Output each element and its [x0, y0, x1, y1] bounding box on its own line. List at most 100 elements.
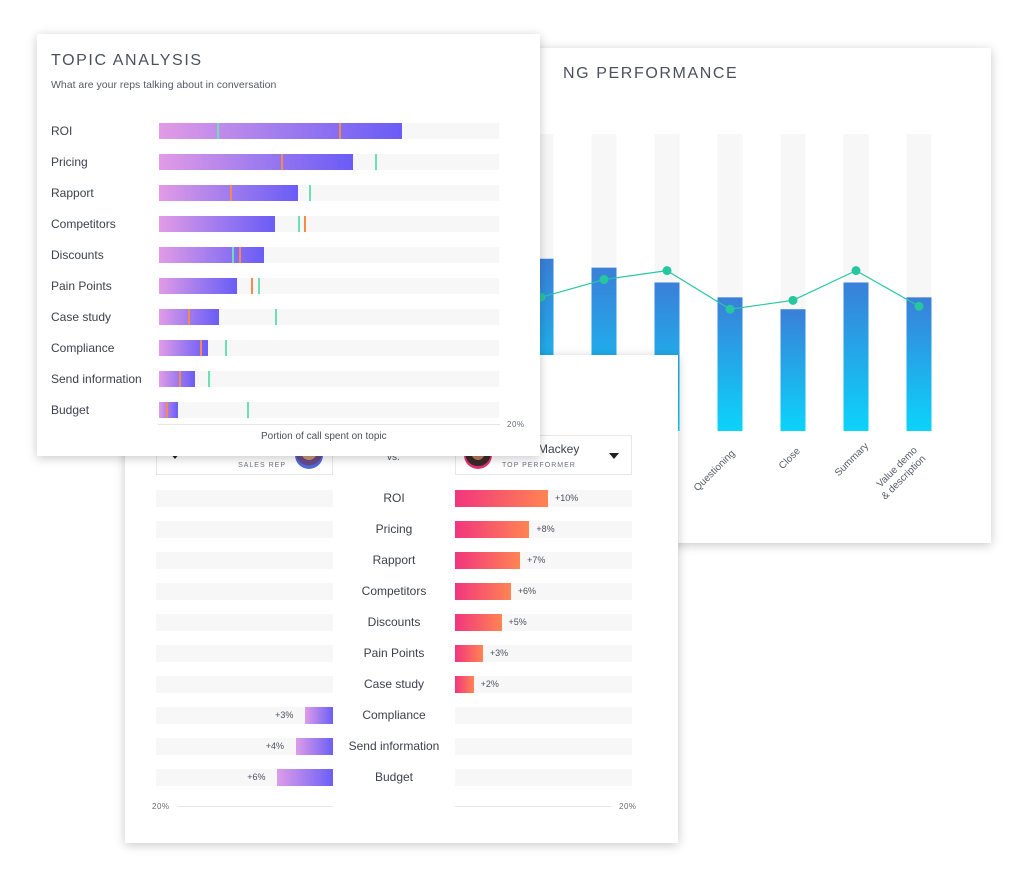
topic-bar[interactable]	[159, 402, 178, 418]
compare-positive-bar[interactable]	[455, 645, 483, 662]
performance-point[interactable]	[788, 295, 798, 305]
compare-left-axis-label: 20%	[152, 802, 170, 811]
topic-x-axis-max: 20%	[507, 420, 525, 429]
topic-green-marker	[247, 402, 250, 418]
performance-bar[interactable]	[717, 297, 743, 431]
compare-value-label: +6%	[517, 586, 537, 596]
compare-left-track	[156, 490, 333, 507]
performance-bar[interactable]	[780, 309, 806, 431]
sales-rep-role: SALES REP	[238, 462, 286, 469]
topic-orange-marker	[250, 278, 253, 294]
topic-orange-marker	[303, 216, 306, 232]
compare-topic-label: ROI	[383, 491, 405, 505]
compare-topic-label: Competitors	[361, 584, 427, 598]
topic-bar[interactable]	[159, 216, 275, 232]
topic-bar[interactable]	[159, 247, 265, 263]
topic-green-marker	[225, 340, 228, 356]
performance-point[interactable]	[662, 266, 672, 276]
performance-point[interactable]	[725, 304, 735, 314]
compare-value-label: +7%	[527, 555, 546, 565]
compare-left-track	[156, 707, 333, 724]
topic-green-marker	[208, 371, 211, 387]
topic-label: Rapport	[51, 186, 94, 200]
compare-left-track	[156, 614, 333, 631]
compare-positive-bar[interactable]	[455, 583, 511, 600]
topic-orange-marker	[230, 185, 233, 201]
compare-right-track	[455, 676, 632, 693]
top-performer-role: TOP PERFORMER	[502, 462, 576, 469]
compare-value-label: +3%	[275, 710, 294, 720]
performance-point[interactable]	[599, 275, 609, 285]
topic-label: Compliance	[51, 341, 115, 355]
topic-label: Competitors	[51, 217, 116, 231]
compare-value-label: +2%	[480, 679, 499, 689]
compare-left-track	[156, 583, 333, 600]
compare-topic-label: Rapport	[372, 553, 416, 567]
compare-right-track	[455, 769, 632, 786]
compare-right-axis	[455, 806, 611, 807]
topic-green-marker	[216, 123, 219, 139]
compare-positive-bar[interactable]	[455, 552, 521, 569]
compare-negative-bar[interactable]	[305, 707, 333, 724]
topic-title: TOPIC ANALYSIS	[51, 52, 203, 69]
compare-positive-bar[interactable]	[455, 614, 502, 631]
performance-title: NG PERFORMANCE	[563, 65, 739, 82]
topic-analysis-card: TOPIC ANALYSIS What are your reps talkin…	[37, 34, 540, 456]
compare-left-track	[156, 521, 333, 538]
compare-topic-label: Send information	[348, 739, 440, 753]
topic-track	[159, 340, 499, 356]
compare-value-label: +10%	[555, 493, 579, 503]
compare-negative-bar[interactable]	[277, 769, 333, 786]
topic-track	[159, 371, 499, 387]
chevron-down-icon	[609, 453, 619, 459]
topic-bar[interactable]	[159, 154, 353, 170]
compare-value-label: +5%	[508, 617, 527, 627]
topic-track	[159, 309, 499, 325]
topic-label: Pricing	[51, 155, 88, 169]
performance-bar[interactable]	[843, 282, 869, 432]
compare-left-track	[156, 645, 333, 662]
topic-label: Discounts	[51, 248, 104, 262]
topic-orange-marker	[339, 123, 342, 139]
compare-positive-bar[interactable]	[455, 521, 530, 538]
topic-bar[interactable]	[159, 123, 403, 139]
topic-green-marker	[232, 247, 235, 263]
performance-point[interactable]	[851, 266, 861, 276]
topic-bar[interactable]	[159, 278, 238, 294]
compare-right-axis-label: 20%	[619, 802, 637, 811]
compare-positive-bar[interactable]	[455, 676, 474, 693]
chevron-down-icon	[170, 453, 180, 459]
topic-x-axis-caption: Portion of call spent on topic	[261, 431, 387, 442]
compare-topic-label: Budget	[374, 770, 414, 784]
compare-positive-bar[interactable]	[455, 490, 548, 507]
compare-value-label: +3%	[489, 648, 509, 658]
topic-bar[interactable]	[159, 371, 195, 387]
performance-point[interactable]	[914, 301, 924, 311]
topic-x-axis	[158, 424, 500, 425]
compare-topic-label: Discounts	[367, 615, 421, 629]
topic-green-marker	[374, 154, 377, 170]
performance-bar[interactable]	[906, 297, 932, 431]
topic-green-marker	[298, 216, 301, 232]
topic-green-marker	[274, 309, 277, 325]
compare-topic-label: Pricing	[375, 522, 413, 536]
compare-left-track	[156, 552, 333, 569]
topic-green-marker	[308, 185, 311, 201]
compare-left-track	[156, 738, 333, 755]
topic-orange-marker	[281, 154, 284, 170]
compare-topic-label: Case study	[363, 677, 425, 691]
topic-label: Budget	[51, 403, 90, 417]
compare-left-track	[156, 676, 333, 693]
compare-negative-bar[interactable]	[295, 738, 333, 755]
topic-label: Pain Points	[51, 279, 112, 293]
topic-orange-marker	[165, 402, 168, 418]
topic-bar[interactable]	[159, 185, 299, 201]
compare-right-track	[455, 645, 632, 662]
topic-bar[interactable]	[159, 340, 209, 356]
topic-track	[159, 402, 499, 418]
topic-subtitle: What are your reps talking about in conv…	[51, 79, 277, 91]
topic-track	[159, 278, 499, 294]
compare-value-label: +4%	[265, 741, 285, 751]
compare-value-label: +8%	[536, 524, 555, 534]
versus-label: vs.	[387, 452, 400, 463]
